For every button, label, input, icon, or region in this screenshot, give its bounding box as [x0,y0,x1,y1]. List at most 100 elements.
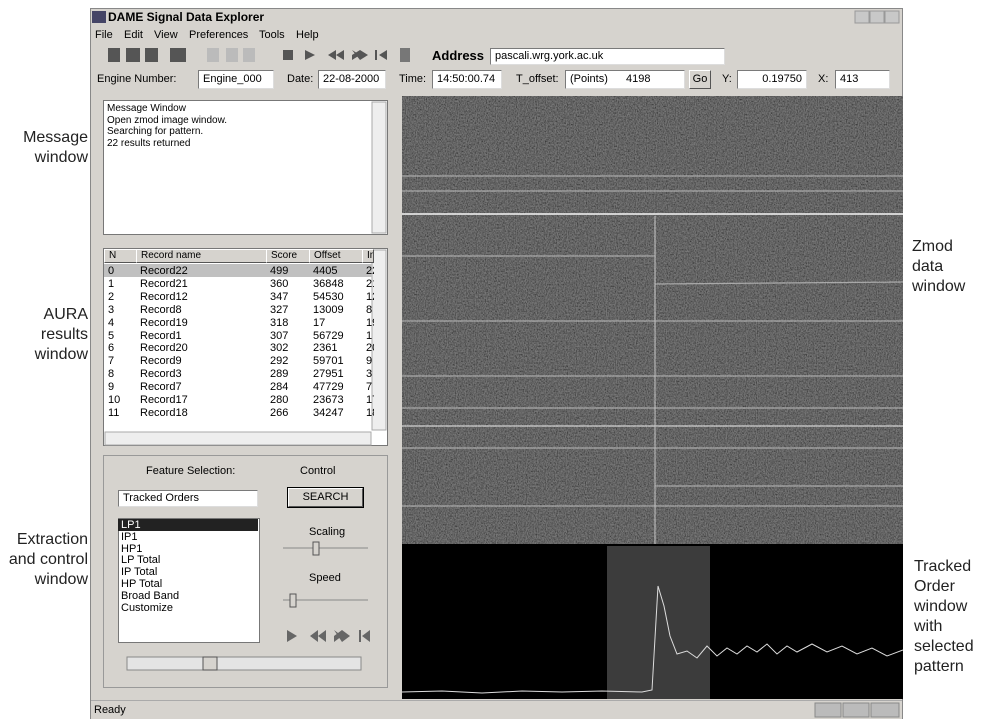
table-cell: 280 [270,394,289,406]
status-text: Ready [94,704,126,716]
results-table [103,248,388,446]
menu-item[interactable]: Help [296,29,319,41]
table-cell: Record3 [140,368,182,381]
table-cell: 20 [366,342,374,355]
table-cell: 8 [366,303,373,316]
title-bar [91,9,902,27]
offset-unit[interactable]: (Points) [565,70,685,89]
address-label: Address [432,48,485,63]
feature-item[interactable]: IP1 [121,530,138,543]
menu-item[interactable]: Tools [259,29,285,41]
annotation: Extraction and control window [8,531,88,588]
table-cell: 266 [270,406,289,419]
menu-item[interactable]: File [95,29,113,41]
table-cell: 4 [108,316,115,329]
table-cell: 1 [108,277,115,290]
x-field[interactable]: 413 [835,70,890,89]
table-cell: 47729 [313,381,344,394]
feature-item[interactable]: IP Total [121,566,158,579]
table-cell: 22 [366,265,374,277]
tracked-order-window [402,546,903,699]
annotation: Message window [23,129,88,166]
column-header: Record name [136,249,268,263]
table-cell: 59701 [313,355,344,368]
table-cell: 499 [270,265,289,277]
column-header: N [104,249,138,263]
table-cell: 318 [270,316,289,329]
feature-item[interactable]: Broad Band [121,589,180,602]
y-field[interactable]: 0.19750 [737,70,807,89]
table-cell: Record12 [140,290,188,303]
control-panel [103,455,388,688]
time-field[interactable]: 14:50:00.74 [432,70,502,89]
message-line: Message Window [107,103,186,114]
table-cell: Record17 [140,394,188,406]
y-label: Y: [722,73,732,85]
message-line: Searching for pattern. [107,126,204,137]
table-cell: 289 [270,368,289,381]
go-button[interactable]: Go [689,70,711,89]
table-cell: Record19 [140,316,188,329]
table-cell: 7 [108,355,115,368]
table-cell: 13009 [313,303,344,316]
table-cell: 3 [366,368,373,381]
table-cell: 17 [313,316,326,329]
table-cell: Record9 [140,355,182,368]
table-cell: 12 [366,290,374,303]
table-cell: 9 [108,381,115,394]
message-line: 22 results returned [107,137,191,149]
table-cell: 7 [366,381,373,394]
table-cell: 27951 [313,368,344,381]
feature-item[interactable]: LP Total [121,554,161,567]
date-label: Date: [287,73,314,85]
table-cell: Record1 [140,329,182,342]
feature-label: Feature Selection: [146,465,236,477]
zmod-data-window [402,96,903,544]
time-label: Time: [399,73,427,85]
menu-item[interactable]: Preferences [189,29,249,41]
feature-list [118,518,260,643]
table-cell: 18 [366,406,374,419]
feature-item[interactable]: HP1 [121,542,143,555]
search-button[interactable]: SEARCH [287,487,364,508]
table-cell: 347 [270,290,289,303]
table-cell: 10 [108,394,121,406]
offset-value: 4198 [626,73,651,85]
table-cell: Record22 [140,265,188,277]
table-cell: 302 [270,342,289,355]
engine-label: Engine Number: [97,73,177,85]
table-cell: 19 [366,316,374,329]
table-cell: 54530 [313,290,344,303]
table-cell: Record18 [140,406,188,419]
feature-dropdown[interactable]: Tracked Orders [118,490,258,507]
table-cell: 17 [366,394,374,406]
feature-item[interactable]: HP Total [121,578,163,590]
annotation: Zmod data window [912,238,966,295]
x-label: X: [818,73,829,85]
feature-item[interactable]: Customize [121,601,173,614]
message-line: Open zmod image window. [107,114,228,126]
engine-field[interactable]: Engine_000 [198,70,274,89]
menu-item[interactable]: Edit [124,29,143,41]
table-cell: 6 [108,342,115,355]
table-cell: Record8 [140,303,182,316]
date-field[interactable]: 22-08-2000 [318,70,386,89]
table-cell: 8 [108,368,115,381]
scaling-label: Scaling [309,526,346,538]
table-cell: 284 [270,381,289,394]
control-label: Control [300,465,336,477]
feature-item[interactable]: LP1 [121,519,141,531]
table-cell: 3 [108,303,115,316]
table-cell: 2361 [313,342,338,355]
window-title: DAME Signal Data Explorer [108,10,265,24]
table-cell: 360 [270,277,289,290]
table-cell: 327 [270,303,289,316]
table-cell: 23673 [313,394,344,406]
table-cell: 292 [270,355,289,368]
column-header: Offset [309,249,365,263]
address-field[interactable]: pascali.wrg.york.ac.uk [490,48,725,65]
menu-item[interactable]: View [154,29,178,41]
table-cell: 36848 [313,277,344,290]
table-cell: 307 [270,329,289,342]
